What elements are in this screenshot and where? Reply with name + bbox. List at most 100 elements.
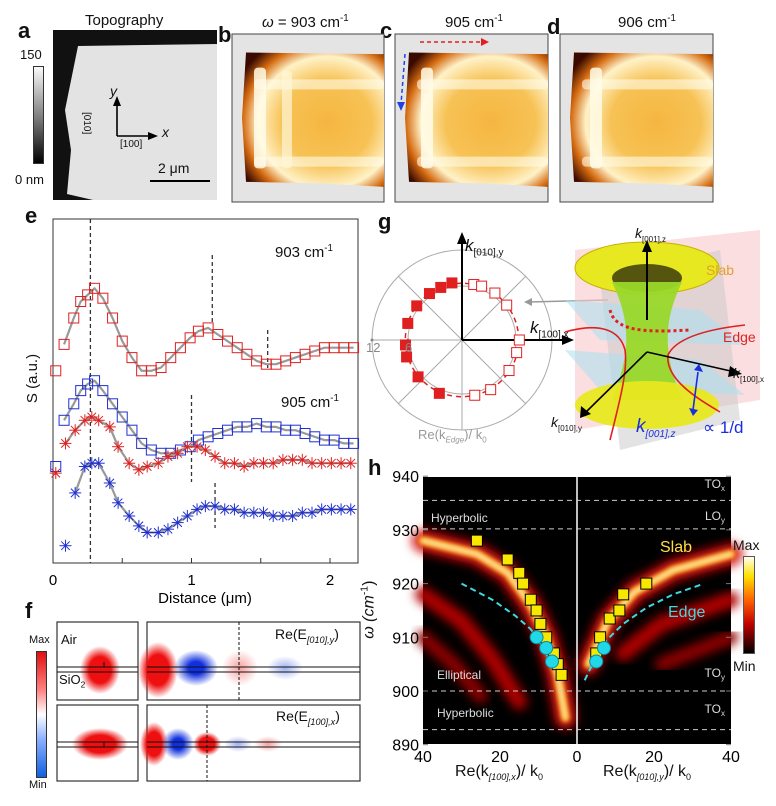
star-stroke <box>94 415 104 425</box>
unit-sup: -1 <box>494 13 503 24</box>
subscript: y <box>721 673 725 682</box>
data-point-square <box>116 411 128 423</box>
star-stroke <box>173 518 183 528</box>
edge-curve-left <box>564 326 627 441</box>
star-stroke <box>249 458 259 468</box>
topography-image <box>53 30 217 200</box>
y-tick-label: 930 <box>392 523 419 540</box>
t: ω (cm <box>360 595 378 639</box>
star-stroke <box>173 448 183 458</box>
data-point-star <box>103 420 116 433</box>
data-point-star <box>209 500 222 513</box>
higher-order-left-1 <box>415 586 528 710</box>
data-point-square <box>50 365 62 377</box>
k: k <box>465 236 474 255</box>
filled-data-point <box>401 351 413 363</box>
ky3d-axis <box>584 351 648 414</box>
field-lobe <box>224 736 252 752</box>
star-stroke <box>239 508 249 518</box>
data-point-star <box>123 457 136 470</box>
star-stroke <box>326 504 336 514</box>
data-point-star <box>286 453 299 466</box>
ky-arrowhead <box>457 232 467 244</box>
star-stroke <box>220 458 230 468</box>
open-data-point <box>503 365 515 377</box>
proportional-label: ∝ 1/d <box>703 418 744 437</box>
star-stroke <box>317 458 327 468</box>
star-stroke <box>192 442 202 452</box>
data-point-square <box>75 385 87 397</box>
star-stroke <box>336 458 346 468</box>
annot-text: 903 cm <box>275 244 325 261</box>
data-point-square <box>231 342 243 354</box>
star-stroke <box>153 458 163 468</box>
x-tick-label: 0 <box>49 572 57 589</box>
star-stroke <box>307 458 317 468</box>
data-point-square <box>75 296 87 307</box>
star-stroke <box>229 504 240 514</box>
kx3d-axis <box>646 351 736 373</box>
slab-point <box>524 593 537 606</box>
star-stroke <box>220 504 230 514</box>
open-data-point <box>485 384 497 396</box>
edge-point <box>589 654 604 669</box>
panel-h-xlabel-left: Re(k[100],x)/ k0 <box>455 763 543 782</box>
star-stroke <box>346 504 356 514</box>
filled-data-point <box>433 387 445 399</box>
label-tox-top: TOx <box>705 477 725 493</box>
data-point-star <box>161 450 174 463</box>
data-point-square <box>107 398 119 410</box>
panel-f-label: f <box>25 598 33 623</box>
data-point-star <box>209 450 222 463</box>
x-axis-label: x <box>162 124 169 140</box>
sub: [100],x <box>538 329 569 341</box>
polar-kx-label: k[100],x <box>530 318 569 340</box>
star-stroke <box>258 458 269 468</box>
label-tox-bottom: TOx <box>705 702 725 718</box>
data-point-square <box>82 289 94 301</box>
y-tick-label: 940 <box>392 469 419 486</box>
star-stroke <box>70 488 80 498</box>
data-point-star <box>152 457 165 470</box>
annotation-903: 903 cm-1 <box>275 243 333 261</box>
y-tick-label: 920 <box>392 577 419 594</box>
data-point-square <box>116 335 128 347</box>
label-toy: TOy <box>705 666 725 682</box>
y-axis-label: y <box>110 83 117 99</box>
x-tick-label: 1 <box>187 572 195 589</box>
star-stroke <box>163 524 173 534</box>
s: Edge <box>445 435 465 445</box>
slab-point <box>617 588 630 601</box>
star-stroke <box>278 511 288 521</box>
star-stroke <box>317 504 327 514</box>
x-tick-label: 20 <box>491 749 509 766</box>
axes-frame-e <box>52 218 359 564</box>
panel-b-label: b <box>218 22 232 47</box>
field-text: Re(E <box>276 708 308 724</box>
unit-sup: -1 <box>339 13 349 24</box>
panel-d-title: 906 cm-1 <box>618 13 676 31</box>
colorbar-h-min: Min <box>733 658 756 674</box>
data-point-star <box>296 506 309 519</box>
data-point-star <box>171 447 184 460</box>
air-label: Air <box>61 632 77 647</box>
x-axis-label: Distance (μm) <box>158 590 252 607</box>
star-stroke <box>142 527 152 538</box>
star-stroke <box>113 442 123 452</box>
data-point-star <box>267 457 280 470</box>
sub: [001],z <box>642 234 667 244</box>
data-point-square <box>348 342 360 354</box>
slab-label: Slab <box>660 539 692 556</box>
data-point-star <box>228 503 241 516</box>
data-point-star <box>305 506 318 519</box>
kx-arrowhead <box>562 335 574 345</box>
data-point-square <box>212 329 224 340</box>
data-point-star <box>238 460 251 473</box>
field-sub: [100],x <box>307 716 336 727</box>
field-label-top: Re(E[010],y) <box>275 626 339 645</box>
open-data-point <box>513 334 525 346</box>
subscript: x <box>721 484 725 493</box>
t: Re(k <box>455 763 489 780</box>
star-stroke <box>297 455 307 465</box>
